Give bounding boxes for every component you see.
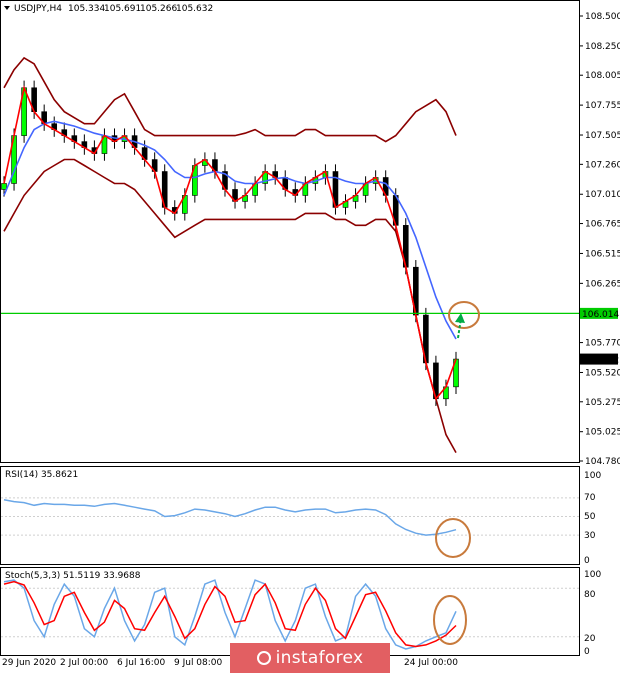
time-axis: 29 Jun 2020 2 Jul 00:00 6 Jul 16:00 9 Ju… bbox=[2, 658, 458, 668]
level-price-label: 106.014 bbox=[582, 310, 619, 320]
stoch-tick-0: 0 bbox=[584, 647, 590, 657]
stoch-tick-20: 20 bbox=[584, 634, 596, 644]
stoch-signal-line bbox=[3, 580, 457, 648]
header: USDJPY,H4 105.334 105.691 105.266 105.63… bbox=[4, 4, 213, 14]
rsi-panel-frame bbox=[0, 466, 580, 565]
price-tick-label: 107.505 bbox=[585, 131, 620, 141]
up-arrow-icon bbox=[455, 313, 465, 339]
rsi-tick-70: 70 bbox=[584, 493, 596, 503]
stoch-tick-100: 100 bbox=[584, 570, 601, 580]
price-plot bbox=[1, 56, 459, 453]
price-tick-label: 106.765 bbox=[585, 220, 620, 230]
rsi-plot bbox=[1, 497, 579, 536]
price-tick-label: 105.275 bbox=[585, 398, 620, 408]
stoch-plot bbox=[1, 579, 579, 650]
high-value: 105.691 bbox=[104, 4, 141, 14]
close-value: 105.632 bbox=[176, 4, 213, 14]
watermark-badge: instaforex bbox=[230, 643, 390, 673]
watermark-text: instaforex bbox=[275, 648, 364, 668]
rsi-line bbox=[3, 499, 457, 536]
price-tick-label: 108.250 bbox=[585, 42, 620, 52]
time-label-3: 9 Jul 08:00 bbox=[174, 658, 223, 668]
price-tick-label: 108.500 bbox=[585, 12, 620, 22]
fast-ma-line bbox=[3, 85, 457, 401]
slow-ma-line bbox=[3, 120, 457, 340]
time-label-0: 29 Jun 2020 bbox=[2, 658, 56, 668]
price-tick-label: 108.005 bbox=[585, 71, 620, 81]
time-label-2: 6 Jul 16:00 bbox=[117, 658, 166, 668]
rsi-tick-100: 100 bbox=[584, 471, 601, 481]
stoch-main-line bbox=[3, 579, 457, 650]
open-value: 105.334 bbox=[68, 4, 105, 14]
rsi-annotation-circle bbox=[435, 518, 471, 558]
collapse-triangle-icon[interactable] bbox=[4, 6, 10, 10]
brand-logo-icon bbox=[256, 651, 271, 665]
price-tick-label: 106.515 bbox=[585, 249, 620, 259]
price-tick-label: 104.780 bbox=[585, 457, 620, 467]
low-value: 105.266 bbox=[140, 4, 177, 14]
price-tick-label: 107.755 bbox=[585, 101, 620, 111]
price-tick-label: 107.260 bbox=[585, 160, 620, 170]
current-price-badge bbox=[580, 353, 618, 365]
price-tick-label: 105.025 bbox=[585, 428, 620, 438]
rsi-label: RSI(14) 35.8621 bbox=[5, 470, 78, 480]
stoch-tick-80: 80 bbox=[584, 590, 596, 600]
time-label-1: 2 Jul 00:00 bbox=[60, 658, 109, 668]
upper-band-line bbox=[3, 56, 457, 143]
current-price-label: 105.632 bbox=[582, 356, 619, 366]
annotation-circle bbox=[448, 301, 480, 329]
time-label-4: 24 Jul 00:00 bbox=[404, 658, 458, 668]
candle-body bbox=[453, 358, 459, 388]
price-tick-label: 105.770 bbox=[585, 339, 620, 349]
rsi-tick-30: 30 bbox=[584, 531, 596, 541]
symbol-label: USDJPY,H4 bbox=[14, 4, 62, 14]
price-tick-label: 105.520 bbox=[585, 368, 620, 378]
lower-band-line bbox=[3, 158, 457, 453]
stoch-label: Stoch(5,3,3) 51.5119 33.9688 bbox=[5, 571, 141, 581]
price-axis: 108.500 108.250 108.005 107.755 107.505 107.2… bbox=[579, 12, 620, 467]
rsi-tick-50: 50 bbox=[584, 512, 596, 522]
rsi-tick-0: 0 bbox=[584, 556, 590, 566]
price-tick-label: 106.265 bbox=[585, 279, 620, 289]
candle-body bbox=[1, 183, 7, 190]
level-price-badge bbox=[580, 307, 618, 319]
price-panel-frame bbox=[0, 0, 580, 463]
price-tick-label: 107.010 bbox=[585, 190, 620, 200]
stoch-annotation-circle bbox=[433, 595, 467, 645]
